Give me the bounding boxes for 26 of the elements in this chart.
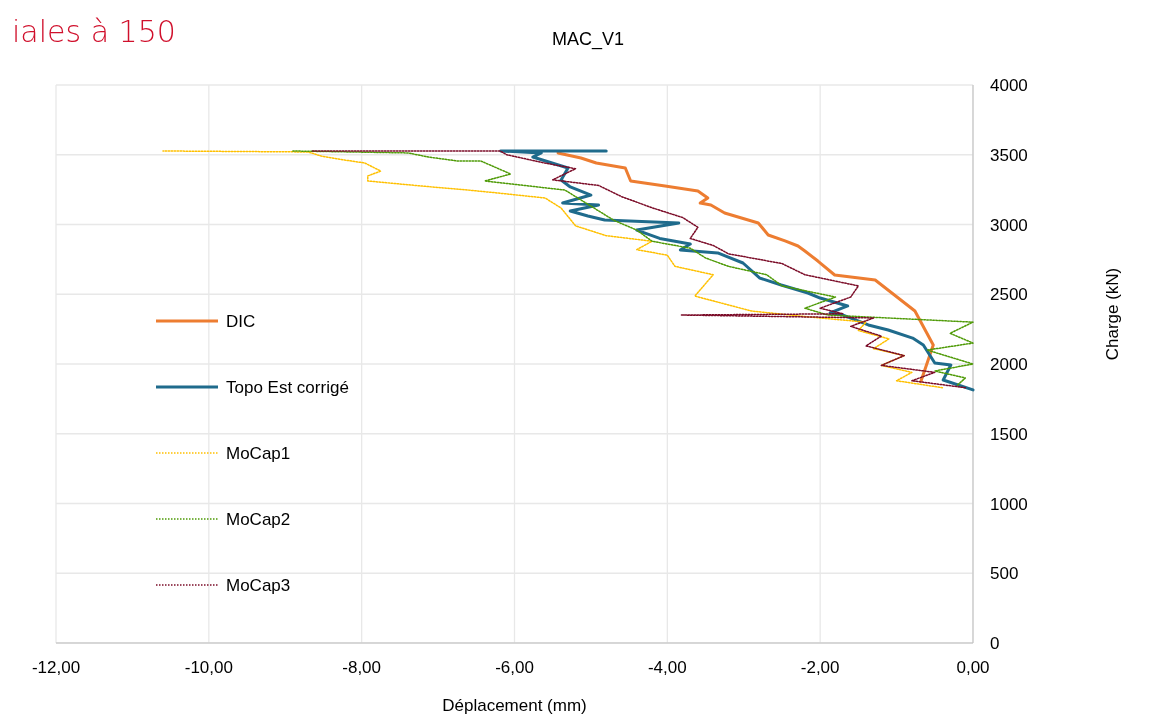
y-tick-label: 1500 — [990, 424, 1028, 444]
x-tick-label: -4,00 — [647, 658, 687, 677]
x-axis-title: Déplacement (mm) — [442, 696, 587, 715]
x-tick-label: -2,00 — [800, 658, 840, 677]
x-tick-label: -12,00 — [31, 658, 81, 677]
y-tick-label: 3500 — [990, 145, 1028, 165]
y-tick-label: 2500 — [990, 285, 1028, 305]
legend-label: MoCap2 — [226, 510, 291, 529]
legend-label: MoCap3 — [226, 576, 291, 595]
y-tick-label: 0 — [990, 634, 1000, 653]
line-series — [556, 151, 935, 383]
x-tick-label: -8,00 — [342, 658, 382, 677]
y-tick-label: 3000 — [990, 215, 1028, 235]
legend-label: MoCap1 — [226, 444, 291, 463]
y-tick-label: 2000 — [990, 355, 1028, 374]
y-tick-label: 500 — [990, 564, 1019, 584]
y-tick-label: 4000 — [990, 76, 1028, 95]
chart-title: MAC_V1 — [551, 29, 625, 50]
legend-label: Topo Est corrigé — [226, 378, 349, 397]
x-tick-label: 0,00 — [956, 658, 990, 677]
x-tick-label: -10,00 — [184, 658, 233, 677]
text: iales à 150 — [12, 14, 176, 49]
legend-label: DIC — [226, 312, 256, 331]
y-axis-title: Charge (kN) — [1103, 267, 1122, 361]
y-tick-label: 1000 — [990, 494, 1028, 514]
x-tick-label: -6,00 — [495, 658, 534, 677]
